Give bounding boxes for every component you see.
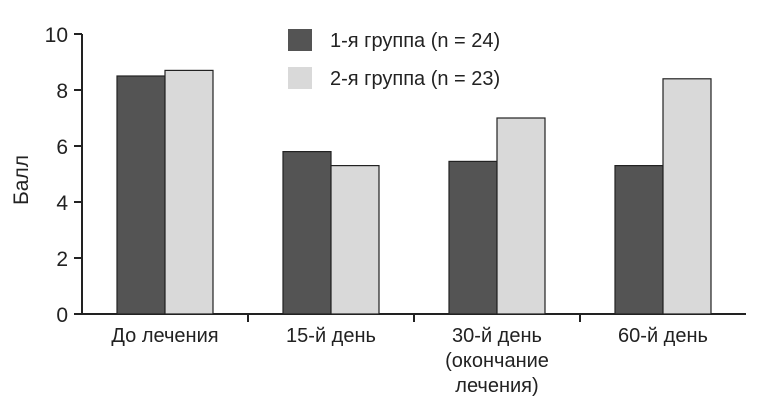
legend-label-1: 1-я группа (n = 24) [330,30,500,52]
bar-series-1 [448,160,498,315]
bar-series-2 [662,78,712,315]
bars [116,69,712,315]
legend: 1-я группа (n = 24) 2-я группа (n = 23) [288,29,500,90]
y-tick-label: 0 [56,304,68,327]
legend-swatch-2 [288,67,312,89]
y-tick-label: 2 [56,248,68,271]
y-tick-label: 10 [45,24,68,47]
bar-series-1 [116,75,166,315]
legend-label-2: 2-я группа (n = 23) [330,68,500,90]
category-labels: До лечения 15-й день 30-й день (окончание ле… [111,325,708,397]
bar-series-1 [614,165,664,315]
category-label: (окончание [445,350,549,372]
category-label: 30-й день [452,325,542,347]
y-ticks: 0 2 4 6 8 10 [45,24,82,327]
y-axis-title: Балл [10,155,33,205]
bar-series-2 [164,69,214,315]
x-ticks [247,314,581,322]
legend-swatch-1 [288,29,312,51]
y-tick-label: 6 [56,136,68,159]
category-label: 15-й день [286,325,376,347]
category-label: До лечения [111,325,218,347]
bar-series-2 [496,117,546,315]
bar-series-2 [330,165,380,315]
bar-series-1 [282,151,332,315]
category-label: 60-й день [618,325,708,347]
y-tick-label: 8 [56,80,68,103]
y-tick-label: 4 [56,192,68,215]
category-label: лечения) [455,375,538,397]
